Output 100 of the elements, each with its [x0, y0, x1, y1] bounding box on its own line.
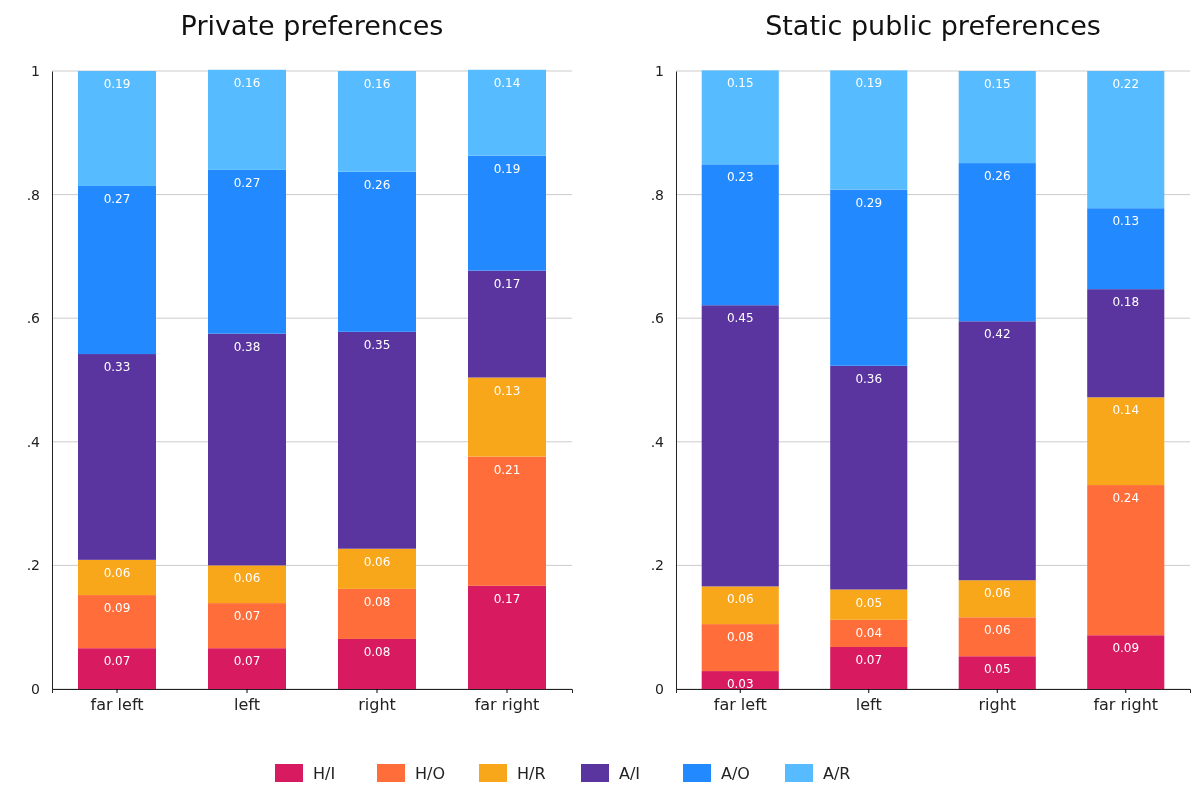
- data-label: 0.05: [855, 595, 883, 610]
- bar: [958, 71, 1036, 164]
- bar: [830, 619, 908, 647]
- data-label: 0.26: [363, 177, 391, 192]
- bar: [78, 595, 156, 649]
- data-label: 0.08: [726, 630, 754, 645]
- legend-label: A/I: [619, 764, 641, 783]
- bar: [701, 70, 779, 165]
- chart-title: Private preferences: [180, 10, 444, 41]
- data-label: 0.16: [363, 77, 391, 91]
- bar: [468, 585, 546, 689]
- bar: [468, 270, 546, 378]
- data-label: 0.09: [1112, 641, 1140, 656]
- bar: [701, 624, 779, 672]
- bar: [830, 365, 908, 590]
- data-label: 0.23: [726, 170, 754, 185]
- bar: [701, 586, 779, 625]
- data-label: 0.07: [855, 652, 883, 667]
- chart-title: Static public preferences: [765, 10, 1101, 41]
- bar: [958, 163, 1036, 322]
- bar: [468, 155, 546, 271]
- data-label: 0.35: [363, 337, 391, 352]
- bar: [468, 456, 546, 586]
- data-label: 0.21: [493, 462, 521, 477]
- data-label: 0.19: [493, 161, 521, 176]
- data-label: 0.06: [983, 623, 1011, 638]
- data-label: 0.07: [233, 654, 261, 669]
- y-tick-label: 0: [31, 680, 40, 697]
- bar: [208, 169, 286, 334]
- bar: [208, 333, 286, 566]
- data-label: 0.17: [493, 591, 521, 606]
- legend-label: A/R: [823, 764, 851, 783]
- data-label: 0.24: [1112, 491, 1140, 506]
- bar: [958, 656, 1036, 689]
- x-tick-label: left: [234, 695, 260, 715]
- bar: [1087, 397, 1165, 486]
- data-label: 0.19: [103, 77, 131, 91]
- data-label: 0.07: [233, 609, 261, 624]
- y-tick-label: .8: [650, 186, 664, 203]
- y-tick-label: .2: [26, 557, 40, 574]
- bar: [338, 638, 416, 689]
- bar: [338, 71, 416, 172]
- data-label: 0.29: [855, 195, 883, 210]
- bar: [78, 71, 156, 186]
- bar: [78, 185, 156, 355]
- legend-label: H/I: [313, 764, 336, 783]
- bar: [830, 646, 908, 689]
- bar: [830, 189, 908, 366]
- x-tick-label: left: [855, 695, 882, 715]
- bar: [78, 648, 156, 689]
- y-tick-label: .2: [650, 557, 664, 574]
- bar: [338, 588, 416, 639]
- data-label: 0.06: [233, 571, 261, 586]
- data-label: 0.03: [726, 677, 754, 692]
- data-label: 0.22: [1112, 77, 1140, 91]
- bar: [338, 548, 416, 589]
- bar: [1087, 289, 1165, 398]
- data-label: 0.06: [726, 592, 754, 607]
- bar: [338, 171, 416, 332]
- bar: [958, 321, 1036, 581]
- data-label: 0.06: [363, 554, 391, 569]
- bar: [1087, 71, 1165, 209]
- bar: [830, 70, 908, 190]
- data-label: 0.16: [233, 75, 261, 90]
- y-tick-label: 0: [655, 680, 664, 697]
- y-tick-label: 1: [655, 62, 664, 79]
- y-tick-label: .8: [26, 186, 40, 203]
- bar: [958, 617, 1036, 657]
- data-label: 0.07: [103, 654, 131, 669]
- data-label: 0.26: [983, 169, 1011, 184]
- data-label: 0.27: [103, 191, 131, 206]
- x-tick-label: far right: [474, 695, 540, 715]
- bar: [701, 164, 779, 306]
- bar: [78, 559, 156, 596]
- bar: [338, 331, 416, 549]
- data-label: 0.14: [1112, 403, 1140, 418]
- bar: [701, 305, 779, 587]
- legend-label: H/O: [415, 764, 446, 783]
- data-label: 0.18: [1112, 295, 1140, 310]
- bar: [208, 565, 286, 604]
- bar: [78, 354, 156, 560]
- data-label: 0.33: [103, 360, 131, 375]
- data-label: 0.13: [1112, 214, 1140, 229]
- data-label: 0.08: [363, 594, 391, 609]
- data-label: 0.15: [983, 77, 1011, 91]
- data-label: 0.45: [726, 311, 754, 326]
- data-label: 0.05: [983, 662, 1011, 677]
- data-label: 0.27: [233, 175, 261, 190]
- data-label: 0.08: [363, 644, 391, 659]
- bar: [701, 671, 779, 689]
- bar: [1087, 208, 1165, 290]
- x-tick-label: right: [978, 695, 1017, 715]
- y-tick-label: .4: [650, 433, 665, 450]
- data-label: 0.42: [983, 327, 1011, 342]
- bar: [830, 589, 908, 620]
- bar: [958, 580, 1036, 618]
- data-label: 0.19: [855, 76, 883, 91]
- bar: [1087, 635, 1165, 689]
- bar: [208, 69, 286, 170]
- x-tick-label: far left: [713, 695, 767, 715]
